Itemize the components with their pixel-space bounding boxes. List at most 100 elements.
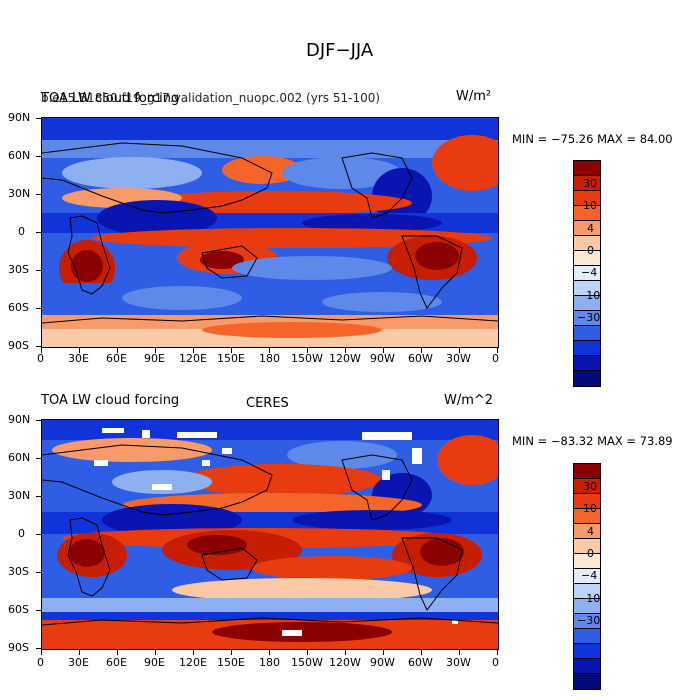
colorbar-swatch <box>574 326 600 341</box>
lon-label: 180 <box>259 656 280 669</box>
colorbar-label: 0 <box>587 547 594 560</box>
lat-tick <box>36 648 41 649</box>
lon-tick <box>497 650 498 655</box>
lon-tick <box>383 650 384 655</box>
lon-label: 120W <box>329 656 361 669</box>
lat-label: 30N <box>8 187 31 200</box>
panel1-left-title-a: TOA LW cloud forcing <box>41 91 180 106</box>
lon-label: 60W <box>408 352 433 365</box>
colorbar-swatch <box>574 371 600 386</box>
lon-tick <box>117 348 118 353</box>
colorbar-swatch <box>574 539 600 554</box>
colorbar-swatch <box>574 554 600 569</box>
lon-label: 0 <box>37 352 44 365</box>
panel2-colorbar <box>573 463 601 690</box>
colorbar-label: −4 <box>581 569 598 582</box>
lat-tick <box>36 118 41 119</box>
lon-tick <box>231 650 232 655</box>
lon-label: 150W <box>291 656 323 669</box>
lon-label: 120W <box>329 352 361 365</box>
lon-label: 60E <box>106 656 127 669</box>
lon-tick <box>193 348 194 353</box>
lat-tick <box>36 534 41 535</box>
colorbar-swatch <box>574 524 600 539</box>
lon-tick <box>383 348 384 353</box>
lat-tick <box>36 572 41 573</box>
lon-label: 120E <box>179 352 207 365</box>
colorbar-swatch <box>574 176 600 191</box>
lon-label: 150E <box>217 352 245 365</box>
lon-tick <box>41 650 42 655</box>
lon-label: 90W <box>370 656 395 669</box>
panel1-left-title-b: b.e15.B1850.f19_g17.validation_nuopc.002… <box>41 91 381 105</box>
lon-tick <box>459 348 460 353</box>
lat-tick <box>36 156 41 157</box>
lat-label: 60S <box>8 301 29 314</box>
lat-tick <box>36 496 41 497</box>
lat-tick <box>36 194 41 195</box>
lon-tick <box>421 348 422 353</box>
lat-label: 90S <box>8 339 29 352</box>
colorbar-swatch <box>574 206 600 221</box>
lon-label: 0 <box>492 656 499 669</box>
lat-tick <box>36 458 41 459</box>
colorbar-swatch <box>574 659 600 674</box>
lon-label: 60E <box>106 352 127 365</box>
lon-tick <box>269 348 270 353</box>
colorbar-swatch <box>574 236 600 251</box>
lon-tick <box>155 348 156 353</box>
colorbar-swatch <box>574 599 600 614</box>
lon-label: 30E <box>68 656 89 669</box>
colorbar-label: 10 <box>583 199 597 212</box>
lat-tick <box>36 346 41 347</box>
panel2-units: W/m^2 <box>444 393 494 408</box>
colorbar-label: −10 <box>577 592 601 605</box>
lon-tick <box>41 348 42 353</box>
lon-tick <box>459 650 460 655</box>
colorbar-label: −10 <box>577 289 601 302</box>
lat-tick <box>36 270 41 271</box>
lat-label: 60S <box>8 603 29 616</box>
colorbar-swatch <box>574 629 600 644</box>
lat-label: 30N <box>8 489 31 502</box>
lon-tick <box>79 348 80 353</box>
lat-tick <box>36 232 41 233</box>
colorbar-swatch <box>574 311 600 326</box>
lon-label: 180 <box>259 352 280 365</box>
colorbar-swatch <box>574 644 600 659</box>
lon-label: 0 <box>492 352 499 365</box>
colorbar-swatch <box>574 584 600 599</box>
colorbar-swatch <box>574 281 600 296</box>
lon-tick <box>345 650 346 655</box>
panel2-center-title: CERES <box>246 396 289 411</box>
colorbar-label: 4 <box>587 222 594 235</box>
colorbar-swatch <box>574 341 600 356</box>
lon-tick <box>193 650 194 655</box>
lat-label: 30S <box>8 565 29 578</box>
colorbar-swatch <box>574 221 600 236</box>
lat-label: 60N <box>8 149 31 162</box>
lon-tick <box>307 348 308 353</box>
lon-label: 60W <box>408 656 433 669</box>
lon-label: 150E <box>217 656 245 669</box>
lon-tick <box>117 650 118 655</box>
panel2-left-title: TOA LW cloud forcing <box>41 393 180 408</box>
colorbar-swatch <box>574 296 600 311</box>
panel1-units: W/m² <box>456 89 492 104</box>
colorbar-swatch <box>574 191 600 206</box>
figure-title: DJF−JJA <box>306 40 374 61</box>
lat-tick <box>36 308 41 309</box>
lat-label: 0 <box>18 225 25 238</box>
panel2-minmax: MIN = −83.32 MAX = 73.89 <box>512 434 673 448</box>
lon-label: 30W <box>446 352 471 365</box>
lon-tick <box>345 348 346 353</box>
colorbar-swatch <box>574 464 600 479</box>
colorbar-label: 0 <box>587 244 594 257</box>
lon-tick <box>79 650 80 655</box>
lat-label: 90N <box>8 413 31 426</box>
lat-label: 90N <box>8 111 31 124</box>
lon-label: 90E <box>144 352 165 365</box>
colorbar-label: 30 <box>583 480 597 493</box>
panel1-colorbar <box>573 160 601 387</box>
lat-label: 30S <box>8 263 29 276</box>
